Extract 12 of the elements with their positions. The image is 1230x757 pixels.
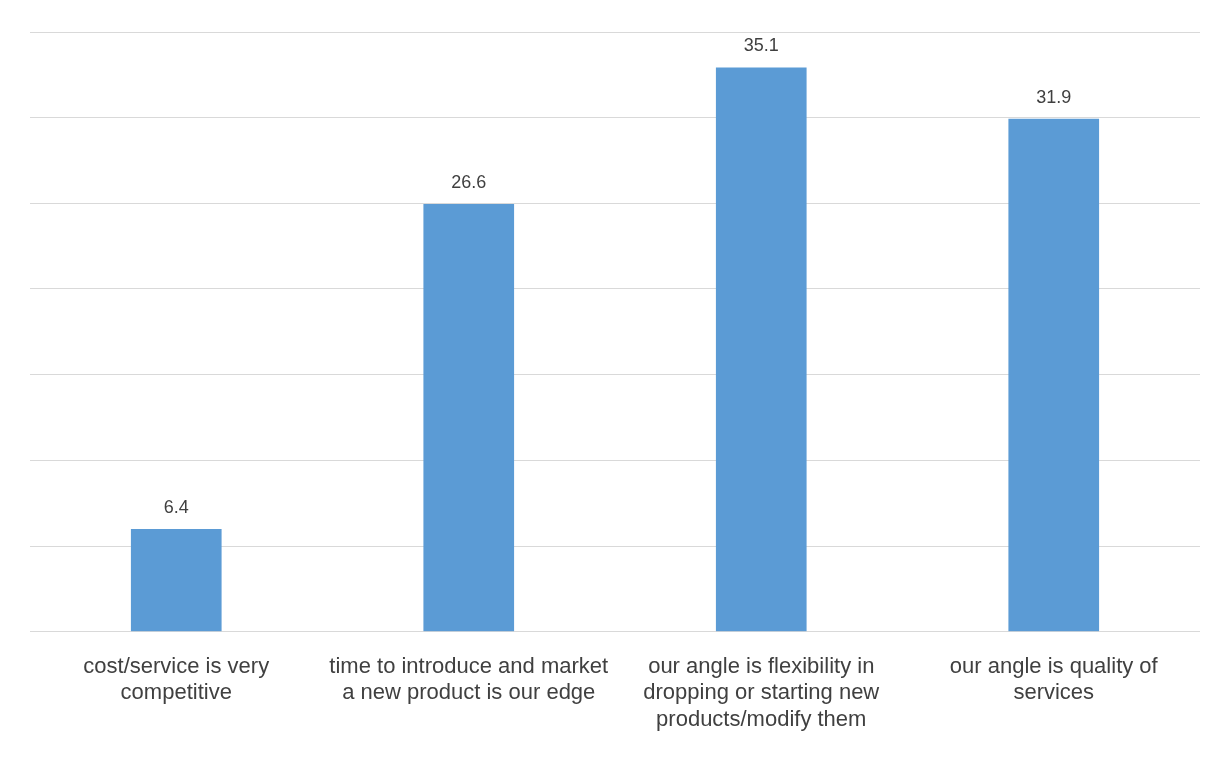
data-label: 26.6 <box>451 172 487 193</box>
bar <box>423 204 515 632</box>
data-label: 35.1 <box>743 35 779 56</box>
bar <box>130 528 222 632</box>
x-tick-label: cost/service is very competitive <box>83 653 270 705</box>
x-tick-label: our angle is flexibility in dropping or starting new products/modify them <box>643 653 880 731</box>
x-tick-label: time to introduce and market a new product is our edge <box>329 653 609 705</box>
bar <box>715 67 807 632</box>
bar <box>1008 118 1100 632</box>
x-tick-label: our angle is quality of services <box>949 653 1159 705</box>
data-label: 31.9 <box>1036 86 1072 107</box>
data-label: 6.4 <box>163 496 189 517</box>
